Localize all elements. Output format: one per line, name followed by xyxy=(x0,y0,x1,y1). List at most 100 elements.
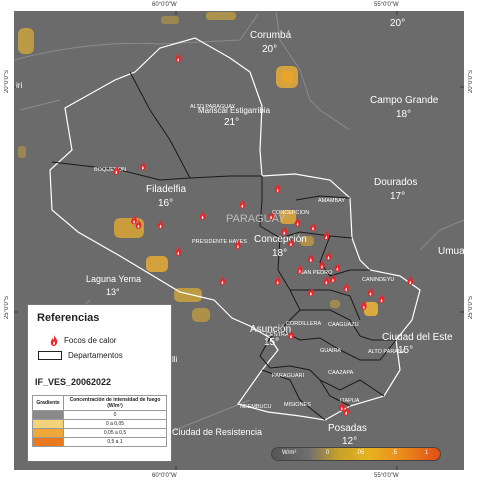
scale-tick: 1 xyxy=(425,450,429,456)
coord-left-south: 25°0'0"S xyxy=(4,296,10,320)
fire-icon xyxy=(135,219,142,229)
fire-icon xyxy=(307,286,314,297)
fire-icon xyxy=(140,160,146,171)
fire-icon xyxy=(199,210,206,220)
scale-unit: W/m² xyxy=(282,450,297,456)
intensity-scale-bar: W/m² 0 .05 .5 1 xyxy=(271,447,441,461)
city-temp: 16° xyxy=(158,198,173,209)
department-labels: ALTO PARAGUAY BOQUERON PRESIDENTE HAYES … xyxy=(94,104,406,410)
legend-department-row: Departamentos xyxy=(38,351,123,360)
fire-icon xyxy=(323,230,330,241)
department-label: CAAZAPA xyxy=(328,370,354,376)
city-label: Filadelfia xyxy=(146,184,186,195)
city-label: iri xyxy=(16,81,22,90)
fire-icon xyxy=(378,293,385,304)
department-label: CAAGUAZU xyxy=(328,322,359,328)
legend-title: Referencias xyxy=(37,312,100,324)
fire-icon xyxy=(310,221,316,232)
city-labels: Corumbá 20° 20° Mariscal Estigarribia 21… xyxy=(16,18,465,447)
legend-panel: Referencias Focos de calor Departamentos… xyxy=(27,304,172,462)
fire-icon xyxy=(338,401,345,412)
fire-icon xyxy=(268,210,274,220)
city-temp: 18° xyxy=(272,248,287,259)
city-label: Umua xyxy=(438,246,465,257)
fire-icon xyxy=(325,250,332,261)
city-label: Mariscal Estigarribia xyxy=(198,106,271,115)
fire-icon xyxy=(131,214,137,225)
fire-intensity-layer xyxy=(18,12,378,322)
legend-department-label: Departamentos xyxy=(68,351,123,360)
city-temp: 12° xyxy=(342,436,357,447)
fire-icon xyxy=(407,275,414,286)
fire-icon xyxy=(281,226,288,236)
fire-icon xyxy=(219,275,226,286)
gradient-swatch xyxy=(32,410,64,420)
fire-icon xyxy=(288,237,294,247)
coord-bottom-west: 60°0'0"W xyxy=(152,473,177,479)
graticule-ticks xyxy=(14,11,464,470)
fire-icon xyxy=(319,259,325,270)
legend-code: IF_VES_20062022 xyxy=(35,377,112,387)
paraguay-outline xyxy=(49,37,421,421)
coord-right-north: 20°0'0"S xyxy=(468,70,474,94)
fire-icon xyxy=(50,335,58,346)
fire-icon xyxy=(343,282,350,292)
fire-icon xyxy=(343,406,350,416)
fire-icon xyxy=(175,52,182,63)
department-label: ITAPUA xyxy=(340,398,360,404)
fire-icon xyxy=(323,275,330,286)
city-label: 20° xyxy=(390,18,405,29)
city-label: Laguna Yema xyxy=(86,274,141,284)
department-label: ALTO PARANA xyxy=(368,349,406,355)
fire-icon xyxy=(113,165,120,175)
department-label: NEEMBUCU xyxy=(240,404,272,410)
fire-icon xyxy=(175,246,182,256)
scale-tick: .5 xyxy=(392,450,398,456)
gradient-label: 0,05 a 0,5 xyxy=(63,428,167,438)
department-label: CORDILLERA xyxy=(286,321,321,327)
fire-icon xyxy=(334,262,341,272)
department-label: PARAGUARI xyxy=(272,373,304,379)
fire-icon xyxy=(296,264,303,274)
gradient-label: 0,5 a 1 xyxy=(63,437,167,447)
gradient-swatch xyxy=(32,419,64,429)
department-label: SAN PEDRO xyxy=(300,270,333,276)
coord-bottom-east: 55°0'0"W xyxy=(374,473,399,479)
fire-markers xyxy=(113,52,414,416)
city-label: lli xyxy=(172,355,178,364)
city-temp: 20° xyxy=(262,44,277,55)
department-label: CANINDEYU xyxy=(362,277,394,283)
department-label: CONCEPCION xyxy=(272,210,309,216)
fire-icon xyxy=(239,199,246,209)
coord-top-east: 55°0'0"W xyxy=(374,2,399,8)
city-label: Concepción xyxy=(254,234,307,245)
legend-fire-row: Focos de calor xyxy=(50,335,116,346)
city-temp: 21° xyxy=(224,117,239,128)
department-label: MISIONES xyxy=(284,402,311,408)
department-label: PRESIDENTE HAYES xyxy=(192,239,247,245)
city-label: Ciudad de Resistencia xyxy=(172,427,262,437)
fire-icon xyxy=(294,217,301,227)
city-label: Asunción xyxy=(250,324,291,335)
legend-table-header: Gradiente xyxy=(32,395,64,411)
fire-icon xyxy=(361,300,367,310)
city-label: Campo Grande xyxy=(370,95,439,106)
city-temp: 15° xyxy=(264,337,279,348)
fire-icon xyxy=(288,329,294,340)
coord-top-west: 60°0'0"W xyxy=(152,2,177,8)
fire-icon xyxy=(330,273,336,283)
department-label: GUAIRA xyxy=(320,348,341,354)
fire-icon xyxy=(367,286,374,297)
scale-tick: 0 xyxy=(326,450,330,456)
department-borders xyxy=(51,71,397,421)
department-label: BOQUERON xyxy=(94,167,126,173)
legend-table-header: Concentración de intensidad de fuego (W/… xyxy=(63,395,167,411)
city-label: Dourados xyxy=(374,177,417,188)
fire-icon xyxy=(274,275,281,286)
city-temp: 13° xyxy=(106,287,120,297)
scale-tick: .05 xyxy=(356,450,365,456)
city-temp: 18° xyxy=(396,109,411,120)
department-label: AMAMBAY xyxy=(318,198,345,204)
gradient-label: 0 xyxy=(63,410,167,420)
city-temp: 15° xyxy=(398,345,413,356)
